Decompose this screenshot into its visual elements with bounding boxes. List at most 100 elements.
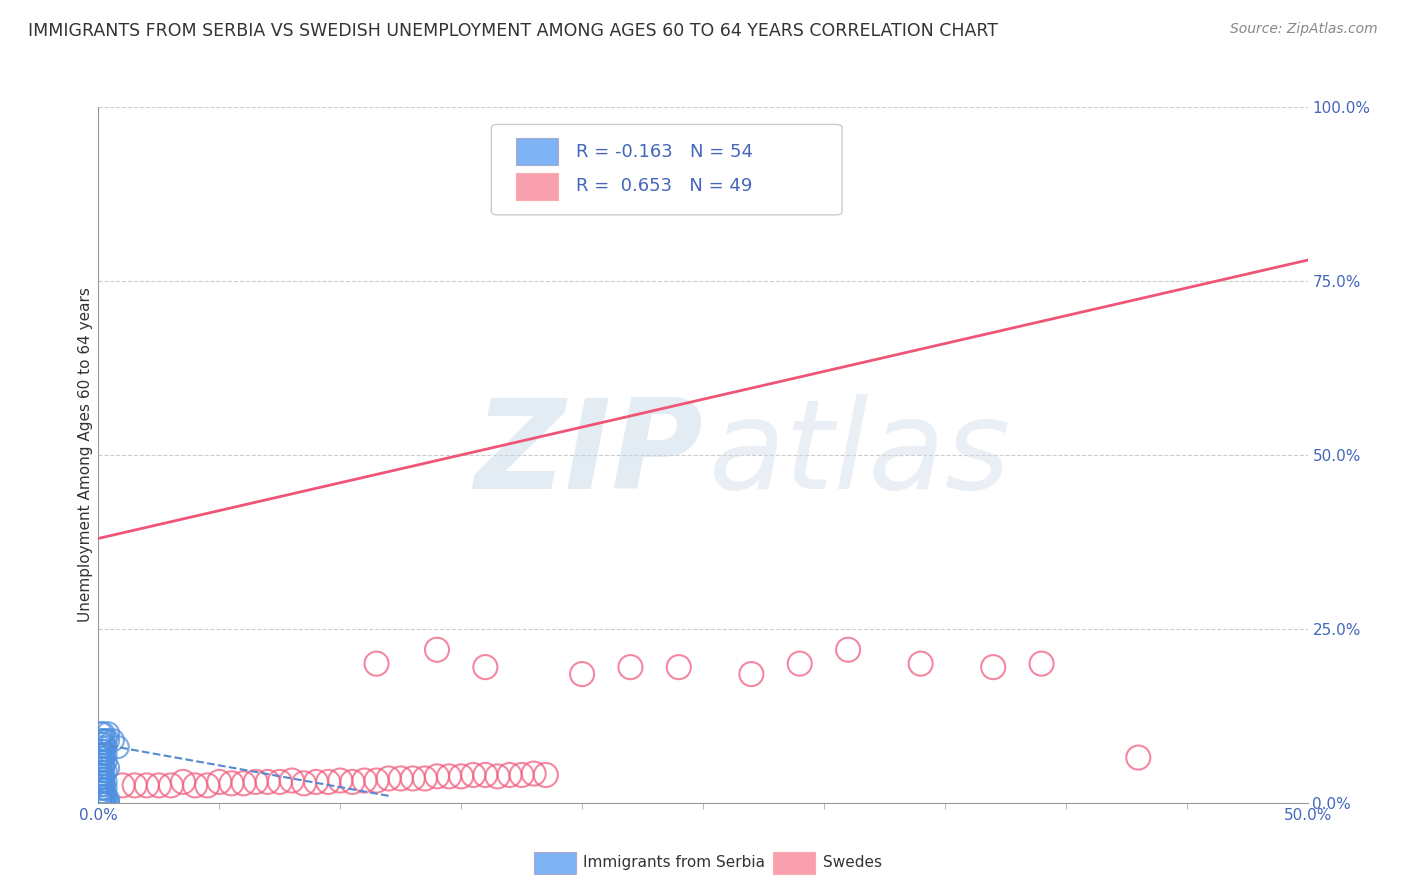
- Text: R = -0.163   N = 54: R = -0.163 N = 54: [576, 143, 754, 161]
- Point: [94, 796, 117, 810]
- Point: [281, 773, 304, 788]
- Point: [90, 778, 112, 792]
- Point: [148, 778, 170, 792]
- Point: [94, 747, 117, 761]
- Point: [101, 733, 124, 747]
- Point: [221, 776, 243, 790]
- Point: [90, 754, 112, 768]
- Text: Immigrants from Serbia: Immigrants from Serbia: [583, 855, 765, 870]
- Point: [437, 769, 460, 783]
- Point: [94, 789, 117, 803]
- Point: [789, 657, 811, 671]
- Point: [269, 775, 291, 789]
- Point: [486, 769, 509, 783]
- Point: [426, 769, 449, 783]
- Text: Source: ZipAtlas.com: Source: ZipAtlas.com: [1230, 22, 1378, 37]
- Point: [90, 740, 112, 755]
- Point: [498, 768, 520, 782]
- Point: [97, 761, 120, 775]
- Point: [232, 776, 254, 790]
- Point: [90, 792, 112, 806]
- Point: [94, 764, 117, 779]
- Point: [366, 773, 388, 788]
- Point: [342, 775, 364, 789]
- Point: [389, 772, 412, 786]
- Point: [245, 775, 267, 789]
- Point: [111, 778, 134, 792]
- Point: [90, 726, 112, 740]
- Point: [91, 796, 114, 810]
- Point: [94, 792, 117, 806]
- Point: [91, 747, 114, 761]
- Point: [184, 778, 207, 792]
- Point: [668, 660, 690, 674]
- Point: [90, 733, 112, 747]
- Point: [91, 761, 114, 775]
- Point: [90, 789, 112, 803]
- Point: [90, 785, 112, 799]
- Point: [413, 772, 436, 786]
- Text: atlas: atlas: [709, 394, 1011, 516]
- Point: [91, 792, 114, 806]
- Point: [402, 772, 425, 786]
- Point: [837, 642, 859, 657]
- Text: ZIP: ZIP: [474, 394, 703, 516]
- Point: [124, 778, 146, 792]
- Point: [107, 740, 129, 755]
- Point: [353, 773, 375, 788]
- Point: [172, 775, 194, 789]
- Point: [97, 796, 120, 810]
- Point: [94, 775, 117, 789]
- Point: [94, 740, 117, 755]
- Point: [91, 775, 114, 789]
- Point: [619, 660, 641, 674]
- Point: [523, 766, 546, 780]
- Point: [94, 781, 117, 796]
- Point: [90, 750, 112, 764]
- Point: [91, 750, 114, 764]
- Text: IMMIGRANTS FROM SERBIA VS SWEDISH UNEMPLOYMENT AMONG AGES 60 TO 64 YEARS CORRELA: IMMIGRANTS FROM SERBIA VS SWEDISH UNEMPL…: [28, 22, 998, 40]
- Point: [91, 789, 114, 803]
- Point: [90, 772, 112, 786]
- Point: [90, 737, 112, 751]
- Point: [97, 733, 120, 747]
- Point: [90, 747, 112, 761]
- Y-axis label: Unemployment Among Ages 60 to 64 years: Unemployment Among Ages 60 to 64 years: [77, 287, 93, 623]
- Point: [90, 781, 112, 796]
- Point: [256, 775, 278, 789]
- Point: [366, 657, 388, 671]
- Point: [97, 792, 120, 806]
- Point: [90, 768, 112, 782]
- Point: [1128, 750, 1150, 764]
- Point: [90, 757, 112, 772]
- FancyBboxPatch shape: [516, 173, 558, 200]
- Point: [97, 726, 120, 740]
- Point: [195, 778, 218, 792]
- Point: [91, 778, 114, 792]
- Point: [91, 772, 114, 786]
- Point: [463, 768, 485, 782]
- Point: [91, 733, 114, 747]
- Point: [90, 775, 112, 789]
- Point: [426, 642, 449, 657]
- Point: [571, 667, 593, 681]
- Point: [90, 796, 112, 810]
- Point: [135, 778, 157, 792]
- Point: [981, 660, 1004, 674]
- Point: [91, 781, 114, 796]
- Point: [316, 775, 339, 789]
- Point: [90, 744, 112, 758]
- Point: [91, 785, 114, 799]
- Point: [91, 744, 114, 758]
- Point: [90, 761, 112, 775]
- Point: [94, 733, 117, 747]
- Point: [329, 773, 352, 788]
- Point: [208, 775, 231, 789]
- Point: [474, 660, 496, 674]
- FancyBboxPatch shape: [516, 138, 558, 165]
- Point: [91, 768, 114, 782]
- Point: [91, 726, 114, 740]
- Point: [91, 737, 114, 751]
- Point: [160, 778, 183, 792]
- Point: [534, 768, 557, 782]
